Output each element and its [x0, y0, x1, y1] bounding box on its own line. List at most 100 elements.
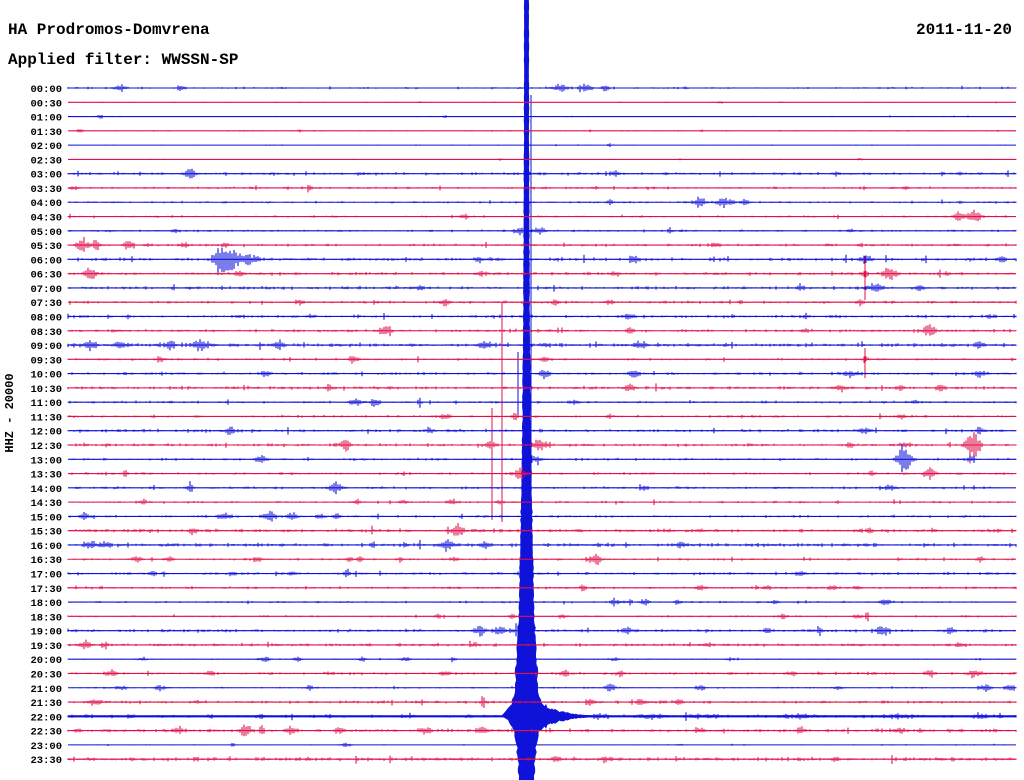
- trace-waveform: [67, 639, 1017, 650]
- time-label: 15:30: [30, 527, 62, 539]
- trace-row-0100: [68, 115, 1016, 119]
- trace-waveform: [67, 324, 1017, 337]
- trace-row-1230: [67, 432, 1017, 464]
- time-label: 23:30: [30, 755, 62, 767]
- time-label: 08:30: [30, 327, 62, 339]
- time-label: 22:00: [30, 712, 62, 724]
- trace-waveform: [67, 397, 1017, 408]
- time-label: 01:30: [30, 127, 62, 139]
- time-label: 10:30: [30, 384, 62, 396]
- trace-row-0900: [67, 339, 1017, 352]
- time-label: 04:00: [30, 198, 62, 210]
- trace-waveform: [69, 299, 1017, 307]
- trace-waveform: [67, 356, 1017, 364]
- time-label: 05:30: [30, 241, 62, 253]
- trace-row-0400: [67, 196, 1017, 208]
- station-title: HA Prodromos-Domvrena: [8, 21, 210, 39]
- trace-row-0330: [67, 185, 1017, 193]
- trace-row-1130: [67, 413, 1017, 421]
- trace-row-0730: [68, 299, 1017, 307]
- trace-waveform: [67, 724, 1017, 737]
- trace-row-2200: [67, 712, 1017, 721]
- trace-waveform: [67, 612, 1017, 622]
- applied-filter-label: Applied filter: WWSSN-SP: [8, 51, 239, 69]
- time-label: 00:30: [30, 98, 62, 110]
- event-clip-band: [501, 0, 552, 780]
- trace-waveform: [69, 510, 1017, 522]
- trace-waveform: [67, 383, 1017, 393]
- date-label: 2011-11-20: [915, 21, 1012, 39]
- trace-row-0500: [67, 227, 1017, 236]
- time-label: 08:00: [30, 312, 62, 324]
- time-label: 04:30: [30, 213, 62, 225]
- trace-row-1000: [67, 370, 1017, 380]
- trace-row-1030: [67, 383, 1017, 393]
- time-label: 18:30: [30, 612, 62, 624]
- trace-waveform: [67, 669, 1017, 679]
- trace-row-0030: [68, 101, 1016, 104]
- time-label: 13:30: [30, 470, 62, 482]
- trace-waveform: [67, 584, 1017, 592]
- trace-waveform: [67, 370, 1017, 380]
- trace-row-1400: [68, 481, 1016, 495]
- trace-row-1500: [68, 510, 1017, 522]
- time-label: 02:00: [30, 141, 62, 153]
- time-label: 19:00: [30, 627, 62, 639]
- trace-waveform: [101, 158, 1017, 161]
- trace-row-0130: [68, 129, 1016, 133]
- trace-row-1100: [67, 397, 1017, 408]
- trace-waveform: [67, 755, 1017, 764]
- trace-row-1730: [67, 584, 1017, 592]
- trace-row-1930: [67, 639, 1017, 650]
- trace-row-2100: [68, 683, 1017, 692]
- trace-waveform: [67, 227, 1017, 236]
- trace-waveform: [67, 247, 1017, 273]
- trace-row-1830: [67, 612, 1017, 622]
- time-label: 03:00: [30, 170, 62, 182]
- time-label: 00:00: [30, 84, 62, 96]
- time-label: 23:00: [30, 741, 62, 753]
- trace-row-2000: [67, 656, 1017, 663]
- trace-row-1430: [68, 498, 1016, 506]
- time-label: 14:30: [30, 498, 62, 510]
- trace-waveform: [67, 568, 1017, 578]
- trace-row-2230: [67, 724, 1017, 737]
- time-label: 05:00: [30, 227, 62, 239]
- trace-row-2130: [67, 696, 1017, 708]
- trace-row-1530: [67, 523, 1017, 536]
- trace-waveform: [69, 466, 1017, 480]
- trace-waveform: [67, 185, 1017, 193]
- trace-waveform: [71, 742, 1005, 747]
- time-label: 06:30: [30, 270, 62, 282]
- trace-waveform: [71, 481, 1013, 495]
- time-label: 09:30: [30, 355, 62, 367]
- trace-waveform: [69, 597, 1017, 607]
- trace-row-0200: [68, 143, 1016, 147]
- trace-waveform: [67, 523, 1017, 536]
- trace-waveform: [67, 553, 1015, 565]
- trace-row-0300: [67, 168, 1017, 179]
- trace-row-0000: [67, 83, 1017, 93]
- trace-waveform: [67, 623, 1015, 637]
- time-label: 12:30: [30, 441, 62, 453]
- time-label: 03:30: [30, 184, 62, 196]
- trace-waveform: [69, 443, 1017, 473]
- trace-waveform: [67, 196, 1017, 208]
- trace-row-1330: [68, 466, 1017, 480]
- trace-waveform: [67, 339, 1017, 352]
- time-label: 21:00: [30, 684, 62, 696]
- time-label: 09:00: [30, 341, 62, 353]
- time-label: 13:00: [30, 455, 62, 467]
- time-label: 21:30: [30, 698, 62, 710]
- time-label: 17:30: [30, 584, 62, 596]
- time-label: 16:00: [30, 541, 62, 553]
- trace-row-1630: [67, 553, 1016, 565]
- trace-row-1900: [67, 623, 1016, 637]
- trace-waveform: [67, 432, 1017, 464]
- trace-row-1800: [68, 597, 1017, 607]
- trace-waveform: [67, 283, 1017, 292]
- trace-row-2030: [67, 669, 1017, 679]
- time-label: 18:00: [30, 598, 62, 610]
- trace-row-0630: [67, 267, 1016, 280]
